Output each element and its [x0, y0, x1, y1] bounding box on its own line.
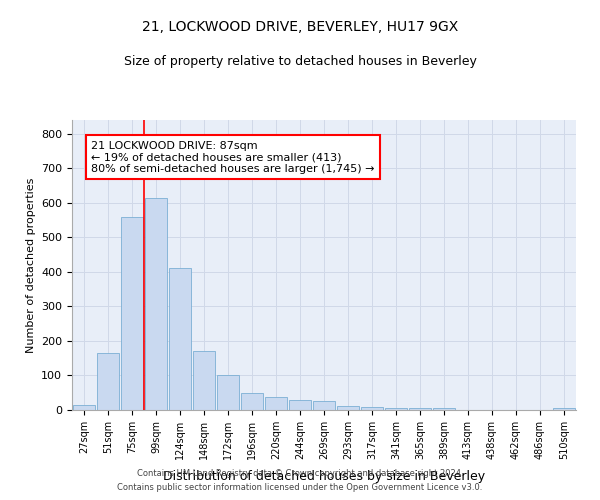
Bar: [337, 406, 359, 410]
Text: 21, LOCKWOOD DRIVE, BEVERLEY, HU17 9GX: 21, LOCKWOOD DRIVE, BEVERLEY, HU17 9GX: [142, 20, 458, 34]
Bar: [73, 405, 95, 410]
Text: Contains HM Land Registry data © Crown copyright and database right 2024.: Contains HM Land Registry data © Crown c…: [137, 468, 463, 477]
Bar: [361, 406, 383, 410]
Bar: [265, 397, 287, 410]
Bar: [553, 408, 575, 410]
Bar: [193, 352, 215, 410]
Bar: [241, 392, 263, 410]
Text: Size of property relative to detached houses in Beverley: Size of property relative to detached ho…: [124, 55, 476, 68]
Text: 21 LOCKWOOD DRIVE: 87sqm
← 19% of detached houses are smaller (413)
80% of semi-: 21 LOCKWOOD DRIVE: 87sqm ← 19% of detach…: [91, 140, 374, 174]
X-axis label: Distribution of detached houses by size in Beverley: Distribution of detached houses by size …: [163, 470, 485, 483]
Bar: [433, 408, 455, 410]
Bar: [145, 198, 167, 410]
Bar: [217, 376, 239, 410]
Y-axis label: Number of detached properties: Number of detached properties: [26, 178, 35, 352]
Bar: [289, 400, 311, 410]
Bar: [97, 353, 119, 410]
Bar: [169, 268, 191, 410]
Text: Contains public sector information licensed under the Open Government Licence v3: Contains public sector information licen…: [118, 484, 482, 492]
Bar: [121, 216, 143, 410]
Bar: [313, 402, 335, 410]
Bar: [385, 408, 407, 410]
Bar: [409, 408, 431, 410]
